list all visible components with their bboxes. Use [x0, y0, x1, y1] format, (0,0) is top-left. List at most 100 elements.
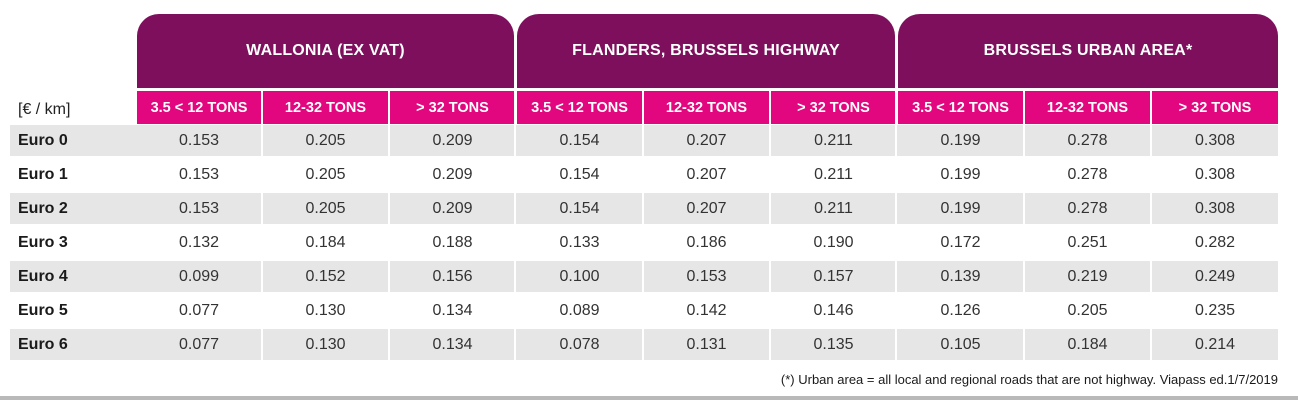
table-cell: 0.186 — [686, 233, 727, 251]
table-cell: 0.184 — [1067, 335, 1108, 353]
table-row: Euro 6 0.077 0.130 0.134 0.078 0.131 0.135 0.10… — [10, 329, 1278, 360]
column-divider — [1023, 91, 1025, 360]
column-divider — [388, 91, 390, 360]
table-cell: 0.154 — [559, 199, 600, 217]
column-subheader: 3.5 < 12 TONS — [517, 91, 642, 124]
table-cell: 0.134 — [432, 301, 473, 319]
bottom-divider — [0, 396, 1298, 400]
table-cell: 0.211 — [814, 165, 853, 183]
table-cell: 0.207 — [686, 131, 727, 149]
table-cell: 0.131 — [686, 335, 727, 353]
table-cell: 0.205 — [305, 131, 346, 149]
column-subheader: 3.5 < 12 TONS — [898, 91, 1023, 124]
table-cell: 0.105 — [940, 335, 981, 353]
table-cell: 0.211 — [814, 131, 853, 149]
table-cell: 0.077 — [178, 301, 220, 319]
table-cell: 0.278 — [1067, 199, 1108, 217]
row-label: Euro 6 — [18, 335, 68, 353]
column-divider — [261, 91, 263, 360]
table-cell: 0.205 — [1067, 301, 1108, 319]
table-cell: 0.154 — [559, 165, 600, 183]
table-cell: 0.126 — [940, 301, 981, 319]
table-cell: 0.142 — [686, 301, 727, 319]
table-cell: 0.157 — [813, 267, 854, 285]
table-cell: 0.251 — [1067, 233, 1108, 251]
column-subheader: 12-32 TONS — [263, 91, 388, 124]
column-subheader: > 32 TONS — [771, 91, 896, 124]
column-subheader: 12-32 TONS — [1025, 91, 1150, 124]
table-cell: 0.278 — [1067, 131, 1108, 149]
table-cell: 0.133 — [559, 233, 600, 251]
table-cell: 0.077 — [178, 335, 220, 353]
table-row: Euro 3 0.132 0.184 0.188 0.133 0.186 0.190 0.17… — [10, 227, 1278, 258]
column-subheader: > 32 TONS — [390, 91, 515, 124]
column-subheader: 12-32 TONS — [644, 91, 769, 124]
table-cell: 0.278 — [1067, 165, 1108, 183]
column-divider — [895, 91, 897, 360]
table-cell: 0.190 — [813, 233, 854, 251]
table-cell: 0.153 — [686, 267, 727, 285]
column-subheader: > 32 TONS — [1152, 91, 1278, 124]
table-cell: 0.153 — [178, 199, 220, 217]
table-cell: 0.130 — [305, 301, 346, 319]
row-label: Euro 4 — [18, 267, 68, 285]
table-cell: 0.172 — [940, 233, 981, 251]
group-header-brussels-urban-area: BRUSSELS URBAN AREA* — [898, 14, 1278, 88]
table-cell: 0.135 — [813, 335, 854, 353]
table-cell: 0.153 — [178, 165, 220, 183]
group-title: BRUSSELS URBAN AREA* — [983, 42, 1193, 59]
table-cell: 0.199 — [940, 165, 981, 183]
table-cell: 0.214 — [1194, 335, 1236, 353]
table-cell: 0.205 — [305, 199, 346, 217]
table-cell: 0.184 — [305, 233, 346, 251]
table-cell: 0.134 — [432, 335, 473, 353]
table-cell: 0.156 — [432, 267, 473, 285]
column-subheader: 3.5 < 12 TONS — [137, 91, 261, 124]
table-cell: 0.199 — [940, 199, 981, 217]
table-cell: 0.089 — [559, 301, 600, 319]
unit-label: [€ / km] — [18, 101, 71, 118]
row-label: Euro 5 — [18, 301, 68, 319]
column-divider — [769, 91, 771, 360]
table-cell: 0.235 — [1194, 301, 1236, 319]
column-divider — [642, 91, 644, 360]
group-header-wallonia: WALLONIA (EX VAT) — [137, 14, 514, 88]
table-cell: 0.308 — [1194, 199, 1236, 217]
table-cell: 0.205 — [305, 165, 346, 183]
table-cell: 0.219 — [1067, 267, 1108, 285]
table-cell: 0.199 — [940, 131, 981, 149]
table-cell: 0.249 — [1194, 267, 1236, 285]
table-cell: 0.188 — [432, 233, 473, 251]
group-header-flanders-brussels-highway: FLANDERS, BRUSSELS HIGHWAY — [517, 14, 895, 88]
table-cell: 0.154 — [559, 131, 600, 149]
table-cell: 0.308 — [1194, 165, 1236, 183]
table-cell: 0.209 — [432, 131, 473, 149]
table-row: Euro 1 0.153 0.205 0.209 0.154 0.207 0.211 0.19… — [10, 159, 1278, 190]
table-cell: 0.132 — [178, 233, 220, 251]
group-title: WALLONIA (EX VAT) — [246, 42, 405, 59]
row-label: Euro 3 — [18, 233, 68, 251]
footnote: (*) Urban area = all local and regional … — [780, 372, 1278, 387]
table-cell: 0.152 — [305, 267, 346, 285]
row-label: Euro 0 — [18, 131, 68, 149]
table-cell: 0.282 — [1194, 233, 1236, 251]
row-label: Euro 2 — [18, 199, 68, 217]
table-cell: 0.207 — [686, 165, 727, 183]
row-label: Euro 1 — [18, 165, 68, 183]
group-title: FLANDERS, BRUSSELS HIGHWAY — [572, 42, 840, 59]
table-cell: 0.153 — [178, 131, 220, 149]
table-cell: 0.146 — [813, 301, 854, 319]
table-row: Euro 4 0.099 0.152 0.156 0.100 0.153 0.157 0.13… — [10, 261, 1278, 292]
table-cell: 0.211 — [814, 199, 853, 217]
table-cell: 0.139 — [940, 267, 981, 285]
table-row: Euro 2 0.153 0.205 0.209 0.154 0.207 0.211 0.19… — [10, 193, 1278, 224]
column-divider — [1150, 91, 1152, 360]
table-cell: 0.078 — [559, 335, 600, 353]
table-cell: 0.209 — [432, 165, 473, 183]
table-cell: 0.099 — [178, 267, 220, 285]
table-row: Euro 0 0.153 0.205 0.209 0.154 0.207 0.211 0.19… — [10, 125, 1278, 156]
column-divider — [514, 91, 516, 360]
table-cell: 0.130 — [305, 335, 346, 353]
table-cell: 0.308 — [1194, 131, 1236, 149]
table-cell: 0.209 — [432, 199, 473, 217]
